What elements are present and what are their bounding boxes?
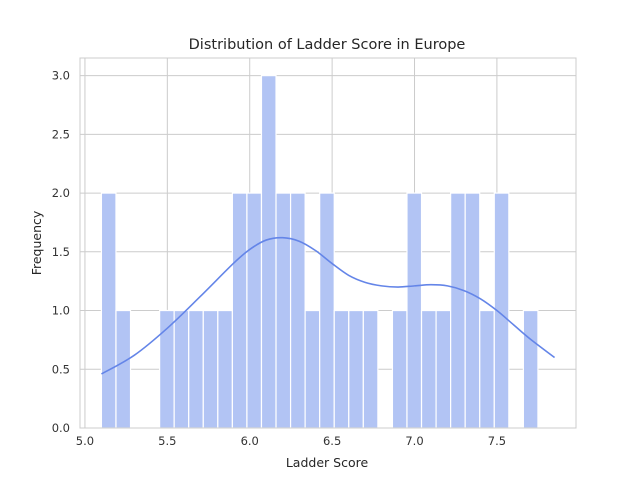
histogram-bar (289, 192, 306, 429)
histogram-bar (333, 309, 350, 429)
histogram-bar (319, 192, 335, 429)
plot-frame (79, 57, 577, 429)
histogram-bar (348, 309, 364, 429)
histogram-bar (100, 192, 117, 429)
x-axis-ticks: 5.0 5.5 6.0 6.5 7.0 7.5 (76, 434, 506, 448)
y-tick-label: 3.0 (52, 69, 70, 83)
density-curve (101, 236, 556, 375)
histogram-bar (260, 75, 277, 429)
y-tick-label: 0.0 (52, 421, 70, 435)
x-axis-label: Ladder Score (286, 455, 369, 470)
y-tick-label: 2.5 (52, 127, 70, 141)
histogram-bar (464, 192, 481, 429)
histogram-bar (173, 309, 190, 429)
histogram-bar (304, 309, 321, 429)
histogram-bar (435, 309, 452, 429)
histogram-bar (246, 192, 263, 429)
chart-title: Distribution of Ladder Score in Europe (189, 37, 466, 53)
histogram-bar (450, 192, 466, 429)
x-tick-label: 5.5 (158, 434, 176, 448)
y-tick-label: 0.5 (52, 362, 70, 376)
y-axis-ticks: 0.0 0.5 1.0 1.5 2.0 2.5 3.0 (52, 69, 70, 435)
x-tick-label: 6.0 (241, 434, 259, 448)
histogram-bar (522, 309, 539, 429)
x-tick-label: 5.0 (76, 434, 94, 448)
histogram-bar (362, 309, 379, 429)
y-tick-label: 1.0 (52, 304, 70, 318)
histogram-bar (202, 309, 219, 429)
x-tick-label: 7.5 (488, 434, 506, 448)
histogram-bar (406, 192, 423, 429)
histogram-bar (231, 192, 248, 429)
histogram-bar (479, 309, 495, 429)
histogram-bar (391, 309, 408, 429)
y-axis-label: Frequency (29, 210, 44, 275)
kde-curve (101, 236, 556, 375)
x-tick-label: 6.5 (323, 434, 341, 448)
histogram-bars (100, 75, 539, 429)
histogram-bar (275, 192, 292, 429)
histogram-bar (217, 309, 233, 429)
y-tick-label: 1.5 (52, 245, 70, 259)
y-tick-label: 2.0 (52, 186, 70, 200)
histogram-bar (420, 309, 437, 429)
histogram-bar (115, 309, 132, 429)
x-tick-label: 7.0 (405, 434, 423, 448)
histogram-bar (188, 309, 204, 429)
